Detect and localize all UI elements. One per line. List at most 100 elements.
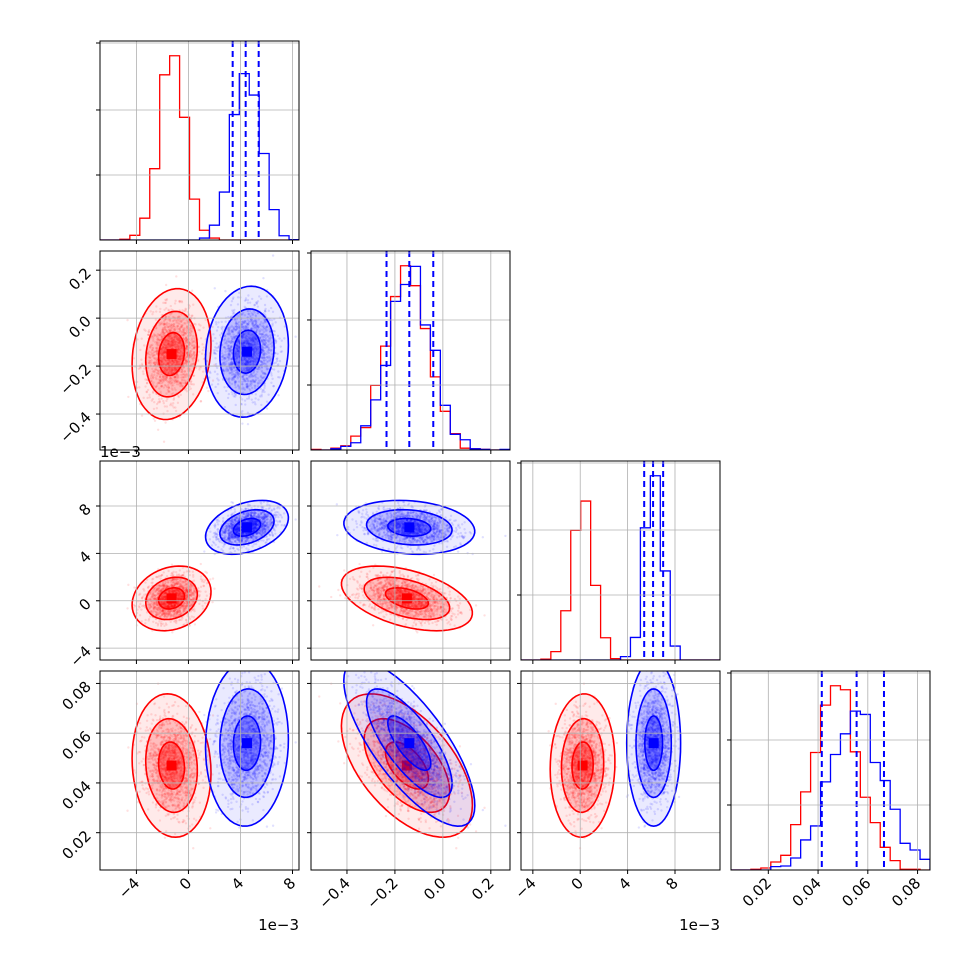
scatter-point	[171, 324, 174, 327]
scatter-point	[259, 387, 262, 390]
scatter-point	[182, 337, 185, 341]
scatter-point	[165, 376, 169, 379]
scatter-point	[169, 402, 173, 405]
scatter-point	[189, 331, 192, 334]
scatter-point	[189, 334, 193, 337]
scatter-point	[240, 344, 244, 347]
scatter-point	[170, 387, 174, 390]
scatter-point	[176, 342, 179, 345]
scatter-point	[173, 324, 176, 328]
scatter-point	[271, 324, 274, 327]
scatter-point	[170, 366, 174, 369]
scatter-point	[193, 346, 196, 350]
scatter-point	[261, 335, 264, 339]
scatter-point	[170, 377, 174, 381]
scatter-point	[176, 360, 179, 364]
scatter-point	[177, 336, 181, 340]
scatter-point	[180, 359, 183, 362]
scatter-point	[245, 338, 248, 341]
scatter-point	[168, 368, 171, 371]
scatter-point	[183, 370, 186, 373]
scatter-point	[164, 376, 167, 380]
scatter-point	[179, 355, 182, 358]
scatter-point	[167, 372, 170, 375]
scatter-point	[189, 326, 192, 330]
scatter-point	[180, 345, 184, 348]
scatter-point	[180, 344, 183, 348]
scatter-point	[278, 337, 281, 340]
scatter-point	[156, 350, 159, 353]
scatter-point	[276, 334, 280, 338]
scatter-point	[158, 379, 162, 382]
tick-label: 0.2	[65, 264, 95, 294]
scatter-point	[174, 367, 178, 371]
scatter-point	[161, 380, 164, 383]
scatter-point	[265, 407, 269, 410]
scatter-point	[262, 372, 265, 375]
scatter-point	[147, 329, 151, 332]
scatter-point	[233, 369, 236, 372]
scatter-point	[191, 362, 195, 366]
scatter-point	[193, 353, 196, 356]
scatter-point	[156, 336, 159, 339]
scatter-point	[145, 381, 149, 385]
scatter-point	[164, 339, 168, 343]
scatter-point	[169, 368, 172, 372]
scatter-point	[177, 347, 180, 351]
scatter-point	[176, 349, 179, 352]
scatter-point	[177, 357, 180, 361]
scatter-point	[146, 333, 150, 336]
scatter-point	[165, 368, 169, 372]
scatter-point	[156, 344, 159, 347]
scatter-point	[194, 323, 197, 326]
scatter-point	[153, 419, 157, 422]
scatter-point	[192, 346, 196, 349]
tick-label: −0.2	[56, 360, 94, 398]
scatter-point	[140, 337, 143, 340]
scatter-point	[158, 400, 161, 403]
scatter-point	[184, 345, 188, 348]
scatter-point	[172, 361, 175, 364]
scatter-point	[178, 352, 181, 355]
scatter-point	[170, 359, 174, 362]
scatter-point	[167, 386, 170, 389]
scatter-point	[251, 337, 255, 340]
scatter-point	[146, 366, 150, 370]
scatter-point	[304, 512, 306, 514]
scatter-point	[246, 360, 250, 363]
scatter-point	[170, 337, 174, 341]
scatter-point	[185, 344, 189, 348]
scatter-point	[163, 347, 167, 350]
scatter-point	[277, 394, 280, 397]
scatter-point	[231, 309, 234, 312]
scatter-point	[167, 343, 170, 346]
scatter-point	[147, 350, 151, 353]
scatter-point	[154, 356, 157, 360]
scatter-point	[157, 381, 160, 384]
scatter-point	[165, 399, 168, 403]
scatter-point	[191, 357, 195, 360]
scatter-point	[163, 346, 167, 350]
scatter-point	[160, 381, 164, 385]
scatter-point	[165, 377, 168, 381]
scatter-point	[158, 323, 161, 327]
scatter-point	[160, 359, 163, 362]
scatter-point	[203, 377, 206, 381]
scatter-point	[179, 370, 183, 373]
scatter-point	[168, 338, 172, 341]
scatter-point	[278, 359, 282, 363]
scatter-point	[167, 370, 170, 373]
scatter-point	[157, 342, 160, 345]
scatter-point	[166, 362, 170, 366]
scatter-point	[250, 366, 253, 369]
scatter-point	[189, 324, 192, 327]
scatter-point	[258, 323, 261, 327]
scatter-point	[237, 326, 240, 329]
scatter-point	[162, 399, 165, 403]
scatter-point	[166, 361, 170, 365]
scatter-point	[265, 345, 269, 348]
scatter-point	[163, 377, 166, 380]
scatter-point	[178, 355, 182, 359]
scatter-point	[159, 382, 162, 385]
scatter-point	[192, 340, 195, 343]
